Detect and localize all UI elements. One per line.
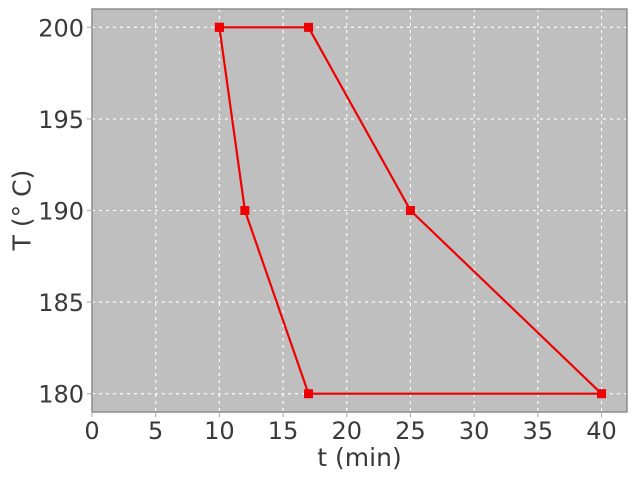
x-tick-label: 30 xyxy=(459,417,490,445)
data-point-marker xyxy=(304,389,314,399)
x-tick-label: 5 xyxy=(148,417,163,445)
y-axis-label: T (° C) xyxy=(7,169,37,251)
data-point-marker xyxy=(405,206,415,215)
y-tick-label: 185 xyxy=(38,289,84,317)
x-axis-label: t (min) xyxy=(317,443,402,472)
x-tick-label: 40 xyxy=(586,417,617,445)
x-tick-label: 25 xyxy=(395,417,426,445)
data-point-marker xyxy=(597,389,607,399)
plot-border xyxy=(91,8,628,413)
x-tick-label: 10 xyxy=(204,417,235,445)
data-point-marker xyxy=(214,22,224,32)
x-tick-label: 20 xyxy=(331,417,362,445)
data-point-marker xyxy=(304,22,314,32)
x-tick-label: 15 xyxy=(268,417,299,445)
data-point-marker xyxy=(240,206,250,215)
y-tick-label: 195 xyxy=(38,106,84,134)
y-tick-label: 200 xyxy=(38,14,84,42)
y-tick-label: 180 xyxy=(38,381,84,409)
x-tick-label: 0 xyxy=(84,417,99,445)
x-tick-label: 35 xyxy=(523,417,554,445)
y-tick-label: 190 xyxy=(38,198,84,226)
